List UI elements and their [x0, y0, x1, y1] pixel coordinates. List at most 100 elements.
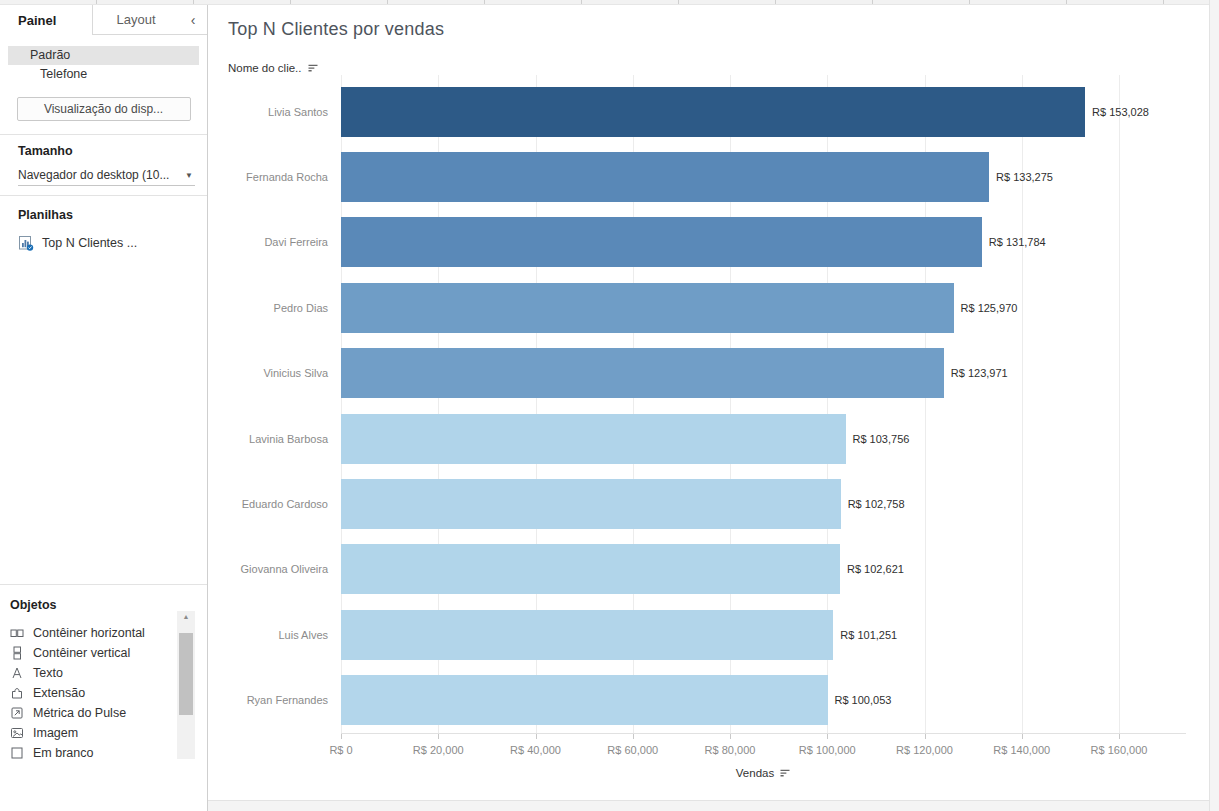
bar-ryan-fernandes[interactable] [341, 675, 828, 725]
category-label: Lavinia Barbosa [208, 406, 335, 471]
category-label: Davi Ferreira [208, 210, 335, 275]
sidebar-tabs: Painel Layout ‹ [0, 5, 207, 35]
bar-eduardo-cardoso[interactable] [341, 479, 841, 529]
tab-painel[interactable]: Painel [0, 5, 92, 35]
object-item-label: Texto [33, 666, 63, 680]
object-item-label: Métrica do Pulse [33, 706, 126, 720]
value-label: R$ 153,028 [1092, 79, 1149, 144]
value-label: R$ 103,756 [853, 406, 910, 471]
axis-tick [536, 734, 537, 739]
bar-davi-ferreira[interactable] [341, 217, 982, 267]
category-label: Pedro Dias [208, 275, 335, 340]
axis-tick [925, 734, 926, 739]
collapse-sidebar-icon[interactable]: ‹ [179, 5, 207, 35]
bar-row: Pedro Dias R$ 125,970 [208, 275, 1209, 340]
device-section: Padrão Telefone Visualização do disp... [0, 46, 207, 121]
size-section: Tamanho Navegador do desktop (10... ▼ [0, 135, 207, 186]
bar-lavinia-barbosa[interactable] [341, 414, 846, 464]
objects-section: Objetos Contêiner horizontal Contêiner ve… [0, 585, 207, 763]
bar-luis-alves[interactable] [341, 610, 833, 660]
axis-tick-label: R$ 0 [296, 744, 386, 756]
object-item-label: Contêiner horizontal [33, 626, 145, 640]
category-label: Giovanna Oliveira [208, 537, 335, 602]
object-item-label: Em branco [33, 746, 93, 760]
scrollbar-thumb[interactable] [179, 633, 193, 715]
pulse-metric-icon [10, 706, 24, 720]
category-label: Luis Alves [208, 602, 335, 667]
bar-row: Fernanda Rocha R$ 133,275 [208, 144, 1209, 209]
value-label: R$ 133,275 [996, 144, 1053, 209]
device-preview-button[interactable]: Visualização do disp... [17, 97, 191, 121]
objects-heading: Objetos [0, 585, 207, 612]
axis-tick-label: R$ 40,000 [491, 744, 581, 756]
value-label: R$ 131,784 [989, 210, 1046, 275]
value-label: R$ 102,621 [847, 537, 904, 602]
size-dropdown[interactable]: Navegador do desktop (10... ▼ [18, 165, 195, 186]
object-item-label: Extensão [33, 686, 85, 700]
caret-down-icon: ▼ [185, 171, 195, 180]
sheet-item-label: Top N Clientes ... [42, 236, 137, 250]
category-label: Fernanda Rocha [208, 144, 335, 209]
axis-tick-label: R$ 20,000 [393, 744, 483, 756]
bar-row: Ryan Fernandes R$ 100,053 [208, 668, 1209, 733]
tab-layout[interactable]: Layout [92, 5, 179, 35]
axis-tick [827, 734, 828, 739]
bar-row: Lavinia Barbosa R$ 103,756 [208, 406, 1209, 471]
horizontal-container-icon [10, 626, 24, 640]
axis-tick-label: R$ 100,000 [782, 744, 872, 756]
axis-tick-label: R$ 160,000 [1074, 744, 1164, 756]
x-axis-line [341, 733, 1186, 734]
bar-giovanna-oliveira[interactable] [341, 544, 840, 594]
value-label: R$ 102,758 [848, 471, 905, 536]
axis-tick-label: R$ 140,000 [977, 744, 1067, 756]
bar-row: Livia Santos R$ 153,028 [208, 79, 1209, 144]
x-axis-title[interactable]: Vendas [341, 767, 1186, 779]
canvas-bottom-margin [208, 800, 1209, 811]
x-axis-title-label: Vendas [736, 767, 774, 779]
blank-icon [10, 746, 24, 760]
value-label: R$ 123,971 [951, 341, 1008, 406]
axis-tick [341, 734, 342, 739]
bar-livia-santos[interactable] [341, 87, 1085, 137]
value-label: R$ 100,053 [835, 668, 892, 733]
objects-scrollbar[interactable]: ▲ [177, 611, 195, 759]
device-option-telefone[interactable]: Telefone [0, 65, 199, 84]
category-label: Vinicius Silva [208, 341, 335, 406]
category-label: Eduardo Cardoso [208, 471, 335, 536]
scroll-up-icon[interactable]: ▲ [177, 613, 195, 620]
bar-row: Giovanna Oliveira R$ 102,621 [208, 537, 1209, 602]
text-icon [10, 666, 24, 680]
axis-tick [1022, 734, 1023, 739]
bar-row: Luis Alves R$ 101,251 [208, 602, 1209, 667]
bar-vinicius-silva[interactable] [341, 348, 944, 398]
size-dropdown-value: Navegador do desktop (10... [18, 168, 169, 182]
sheet-item-top-n-clientes[interactable]: Top N Clientes ... [18, 235, 207, 251]
bar-fernanda-rocha[interactable] [341, 152, 989, 202]
value-label: R$ 125,970 [961, 275, 1018, 340]
bar-pedro-dias[interactable] [341, 283, 954, 333]
device-option-padrao[interactable]: Padrão [8, 46, 199, 65]
image-icon [10, 726, 24, 740]
bar-row: Davi Ferreira R$ 131,784 [208, 210, 1209, 275]
value-label: R$ 101,251 [840, 602, 897, 667]
dashboard-sidebar: Painel Layout ‹ Padrão Telefone Visualiz… [0, 5, 208, 811]
tableau-dashboard-editor: Painel Layout ‹ Padrão Telefone Visualiz… [0, 0, 1219, 811]
dashboard-canvas: Top N Clientes por vendas Nome do clie..… [208, 5, 1209, 800]
category-label: Ryan Fernandes [208, 668, 335, 733]
bar-row: Vinicius Silva R$ 123,971 [208, 341, 1209, 406]
worksheet-chart-icon [18, 235, 34, 251]
axis-tick-label: R$ 60,000 [588, 744, 678, 756]
object-item-label: Contêiner vertical [33, 646, 130, 660]
canvas-right-margin [1209, 0, 1219, 811]
axis-tick [730, 734, 731, 739]
sort-descending-icon[interactable] [779, 769, 791, 778]
axis-tick-label: R$ 120,000 [880, 744, 970, 756]
category-label: Livia Santos [208, 79, 335, 144]
axis-tick [438, 734, 439, 739]
extension-icon [10, 686, 24, 700]
axis-tick [1119, 734, 1120, 739]
sheets-heading: Planilhas [0, 196, 207, 222]
sidebar-spacer [0, 251, 207, 584]
object-item-label: Imagem [33, 726, 78, 740]
chart-rows: Livia Santos R$ 153,028 Fernanda Rocha R$ 1… [208, 79, 1209, 733]
